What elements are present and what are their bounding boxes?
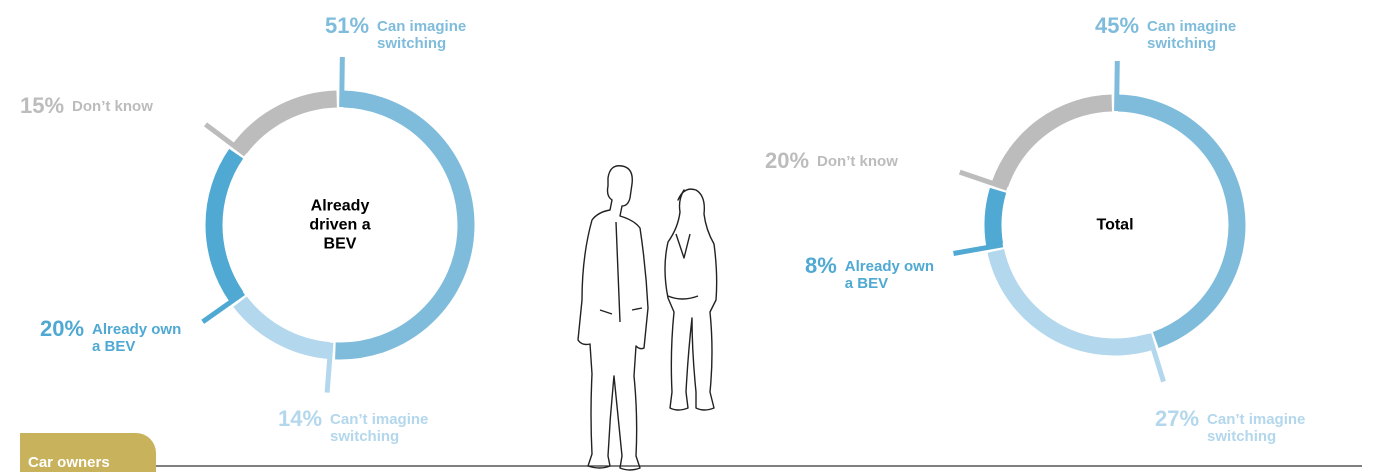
- category-label: Already own a BEV: [92, 321, 182, 355]
- donut-segment: [984, 187, 1007, 247]
- value-label: 15%: [20, 93, 65, 118]
- donut-segment: [205, 148, 244, 302]
- segment-label: 15% Don’t know: [20, 95, 153, 117]
- segment-label: 20% Don’t know: [765, 150, 898, 172]
- leader-line: [339, 56, 345, 108]
- leader-line: [324, 342, 334, 393]
- value-label: 20%: [40, 316, 85, 341]
- donut-segment: [233, 90, 338, 154]
- leader-line: [201, 290, 246, 324]
- category-label: Don’t know: [72, 98, 153, 115]
- value-label: 14%: [278, 406, 323, 431]
- donut-segment: [987, 249, 1153, 356]
- category-label: Already own a BEV: [844, 258, 934, 292]
- leader-line: [1114, 60, 1120, 112]
- value-label: 27%: [1155, 406, 1200, 431]
- value-label: 20%: [765, 148, 810, 173]
- tab-label: Car owners: [28, 454, 110, 471]
- category-label: Can imagine switching: [377, 18, 467, 52]
- value-label: 51%: [325, 13, 370, 38]
- donut-segment: [1117, 94, 1246, 349]
- people-illustration: [577, 165, 718, 471]
- leader-line: [203, 122, 248, 157]
- category-label: Can’t imagine switching: [1207, 411, 1306, 445]
- segment-label: 45% Can imagine switching: [1095, 13, 1267, 53]
- value-label: 8%: [805, 253, 837, 278]
- leader-line: [953, 242, 1004, 256]
- tab: Car owners: [20, 433, 156, 472]
- segment-label: 8% Already own a BEV: [805, 253, 945, 293]
- segment-label: 27% Can’t imagine switching: [1155, 406, 1347, 446]
- segment-label: 51% Can imagine switching: [325, 13, 497, 53]
- donut-segment: [233, 296, 330, 359]
- center-label: Total: [1096, 216, 1134, 234]
- value-label: 45%: [1095, 13, 1140, 38]
- segment-label: 14% Can’t imagine switching: [278, 406, 470, 446]
- leader-line: [958, 169, 1008, 191]
- segment-label: 20% Already own a BEV: [40, 316, 192, 356]
- category-label: Don’t know: [817, 153, 898, 170]
- donut-segment: [335, 90, 475, 360]
- donut-segment: [991, 94, 1113, 188]
- center-label: Already driven a BEV: [309, 197, 371, 253]
- leader-line: [1146, 333, 1166, 383]
- category-label: Can’t imagine switching: [330, 411, 429, 445]
- category-label: Can imagine switching: [1147, 18, 1237, 52]
